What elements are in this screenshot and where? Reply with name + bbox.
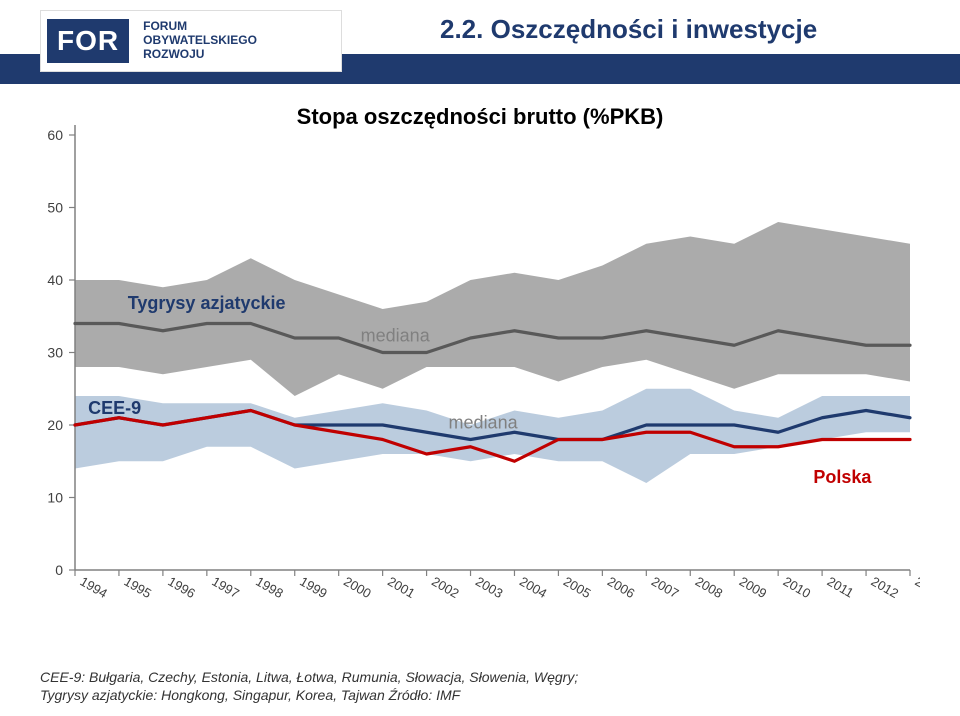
chart-annotation: Polska <box>813 467 872 487</box>
x-tick-label: 2001 <box>385 574 418 601</box>
x-tick-label: 1995 <box>121 574 154 601</box>
x-tick-label: 2010 <box>781 574 814 601</box>
footnote-tigers-list: Hongkong, Singapur, Korea, Tajwan Źródło… <box>161 687 460 703</box>
x-tick-label: 2006 <box>605 574 638 601</box>
y-tick-label: 40 <box>47 272 63 288</box>
x-tick-label: 1999 <box>297 574 330 601</box>
x-tick-label: 2003 <box>473 574 506 601</box>
footnote-tigers-label: Tygrysy azjatyckie: <box>40 687 161 703</box>
x-tick-label: 2002 <box>429 574 462 601</box>
logo-letter-f: F <box>57 25 75 57</box>
x-tick-label: 2008 <box>693 574 726 601</box>
x-tick-label: 2013 <box>913 574 921 601</box>
logo-letter-r: R <box>98 25 119 57</box>
x-tick-label: 2012 <box>869 574 902 601</box>
footnote-cee-label: CEE-9: <box>40 669 89 685</box>
chart-container: Stopa oszczędności brutto (%PKB) 0102030… <box>20 110 940 635</box>
x-tick-label: 2004 <box>517 574 550 601</box>
y-tick-label: 0 <box>55 562 63 578</box>
x-tick-label: 2000 <box>341 574 374 601</box>
slide-header: F O R FORUM OBYWATELSKIEGO ROZWOJU 2.2. … <box>0 0 960 90</box>
x-tick-label: 2009 <box>737 574 770 601</box>
x-tick-label: 1997 <box>209 574 242 601</box>
chart-title: Stopa oszczędności brutto (%PKB) <box>297 104 664 130</box>
x-tick-label: 2005 <box>561 574 594 601</box>
x-tick-label: 1996 <box>165 574 198 601</box>
y-tick-label: 30 <box>47 345 63 361</box>
y-tick-label: 60 <box>47 127 63 143</box>
chart-annotation: CEE-9 <box>88 398 141 418</box>
slide-title: 2.2. Oszczędności i inwestycje <box>440 14 817 45</box>
footnote-cee-list: Bułgaria, Czechy, Estonia, Litwa, Łotwa,… <box>89 669 578 685</box>
savings-chart: 0 10 20 30 40 50 60 1994 1995 1996 1997 1998 1999 200… <box>20 110 920 630</box>
logo-line-1: FORUM <box>143 19 187 33</box>
logo-text: FORUM OBYWATELSKIEGO ROZWOJU <box>143 20 257 61</box>
y-tick-label: 20 <box>47 417 63 433</box>
logo: F O R FORUM OBYWATELSKIEGO ROZWOJU <box>40 10 342 72</box>
x-tick-label: 1998 <box>253 574 286 601</box>
logo-mark: F O R <box>47 19 129 63</box>
logo-line-3: ROZWOJU <box>143 47 204 61</box>
chart-annotation: mediana <box>449 413 519 433</box>
chart-annotation: Tygrysy azjatyckie <box>128 293 286 313</box>
chart-annotation: mediana <box>361 326 431 346</box>
y-tick-label: 50 <box>47 200 63 216</box>
x-tick-label: 1994 <box>78 574 111 601</box>
footnote: CEE-9: Bułgaria, Czechy, Estonia, Litwa,… <box>40 668 920 704</box>
logo-letter-o: O <box>75 25 98 57</box>
x-tick-label: 2011 <box>825 574 857 601</box>
y-tick-label: 10 <box>47 490 63 506</box>
x-tick-label: 2007 <box>649 574 682 601</box>
logo-line-2: OBYWATELSKIEGO <box>143 33 257 47</box>
